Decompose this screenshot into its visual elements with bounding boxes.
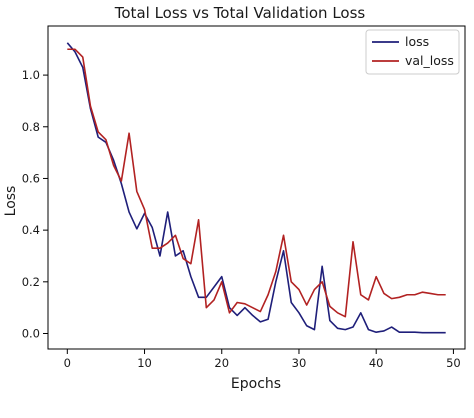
x-axis-label: Epochs: [231, 376, 281, 392]
series-lines: [66, 42, 446, 334]
y-tick-label: 0.8: [22, 120, 40, 134]
series-line-val-loss: [67, 48, 446, 318]
legend-label-loss: loss: [405, 34, 429, 49]
x-tick-label: 40: [369, 356, 384, 370]
legend: loss val_loss: [365, 29, 460, 75]
chart-title: Total Loss vs Total Validation Loss: [114, 4, 366, 22]
x-tick-label: 10: [137, 356, 152, 370]
series-line-loss: [66, 42, 446, 334]
x-tick-label: 50: [446, 356, 461, 370]
y-tick-label: 1.0: [22, 68, 40, 82]
plot-frame: [47, 25, 466, 350]
y-tick-label: 0.6: [22, 171, 40, 185]
x-tick-label: 20: [214, 356, 229, 370]
x-tick-label: 30: [292, 356, 307, 370]
y-axis-label: Loss: [3, 186, 19, 217]
y-tick-label: 0.4: [22, 223, 40, 237]
x-axis-ticks: 0 10 20 30 40 50: [64, 349, 461, 370]
legend-box: [365, 29, 460, 75]
plot-area: 0 10 20 30 40 50 0.0 0.2 0.4 0.6 0.8 1.0: [22, 25, 466, 370]
y-axis-ticks: 0.0 0.2 0.4 0.6 0.8 1.0: [22, 68, 48, 340]
x-tick-label: 0: [64, 356, 71, 370]
legend-label-val-loss: val_loss: [405, 53, 454, 68]
y-tick-label: 0.2: [22, 275, 40, 289]
y-tick-label: 0.0: [22, 326, 40, 340]
